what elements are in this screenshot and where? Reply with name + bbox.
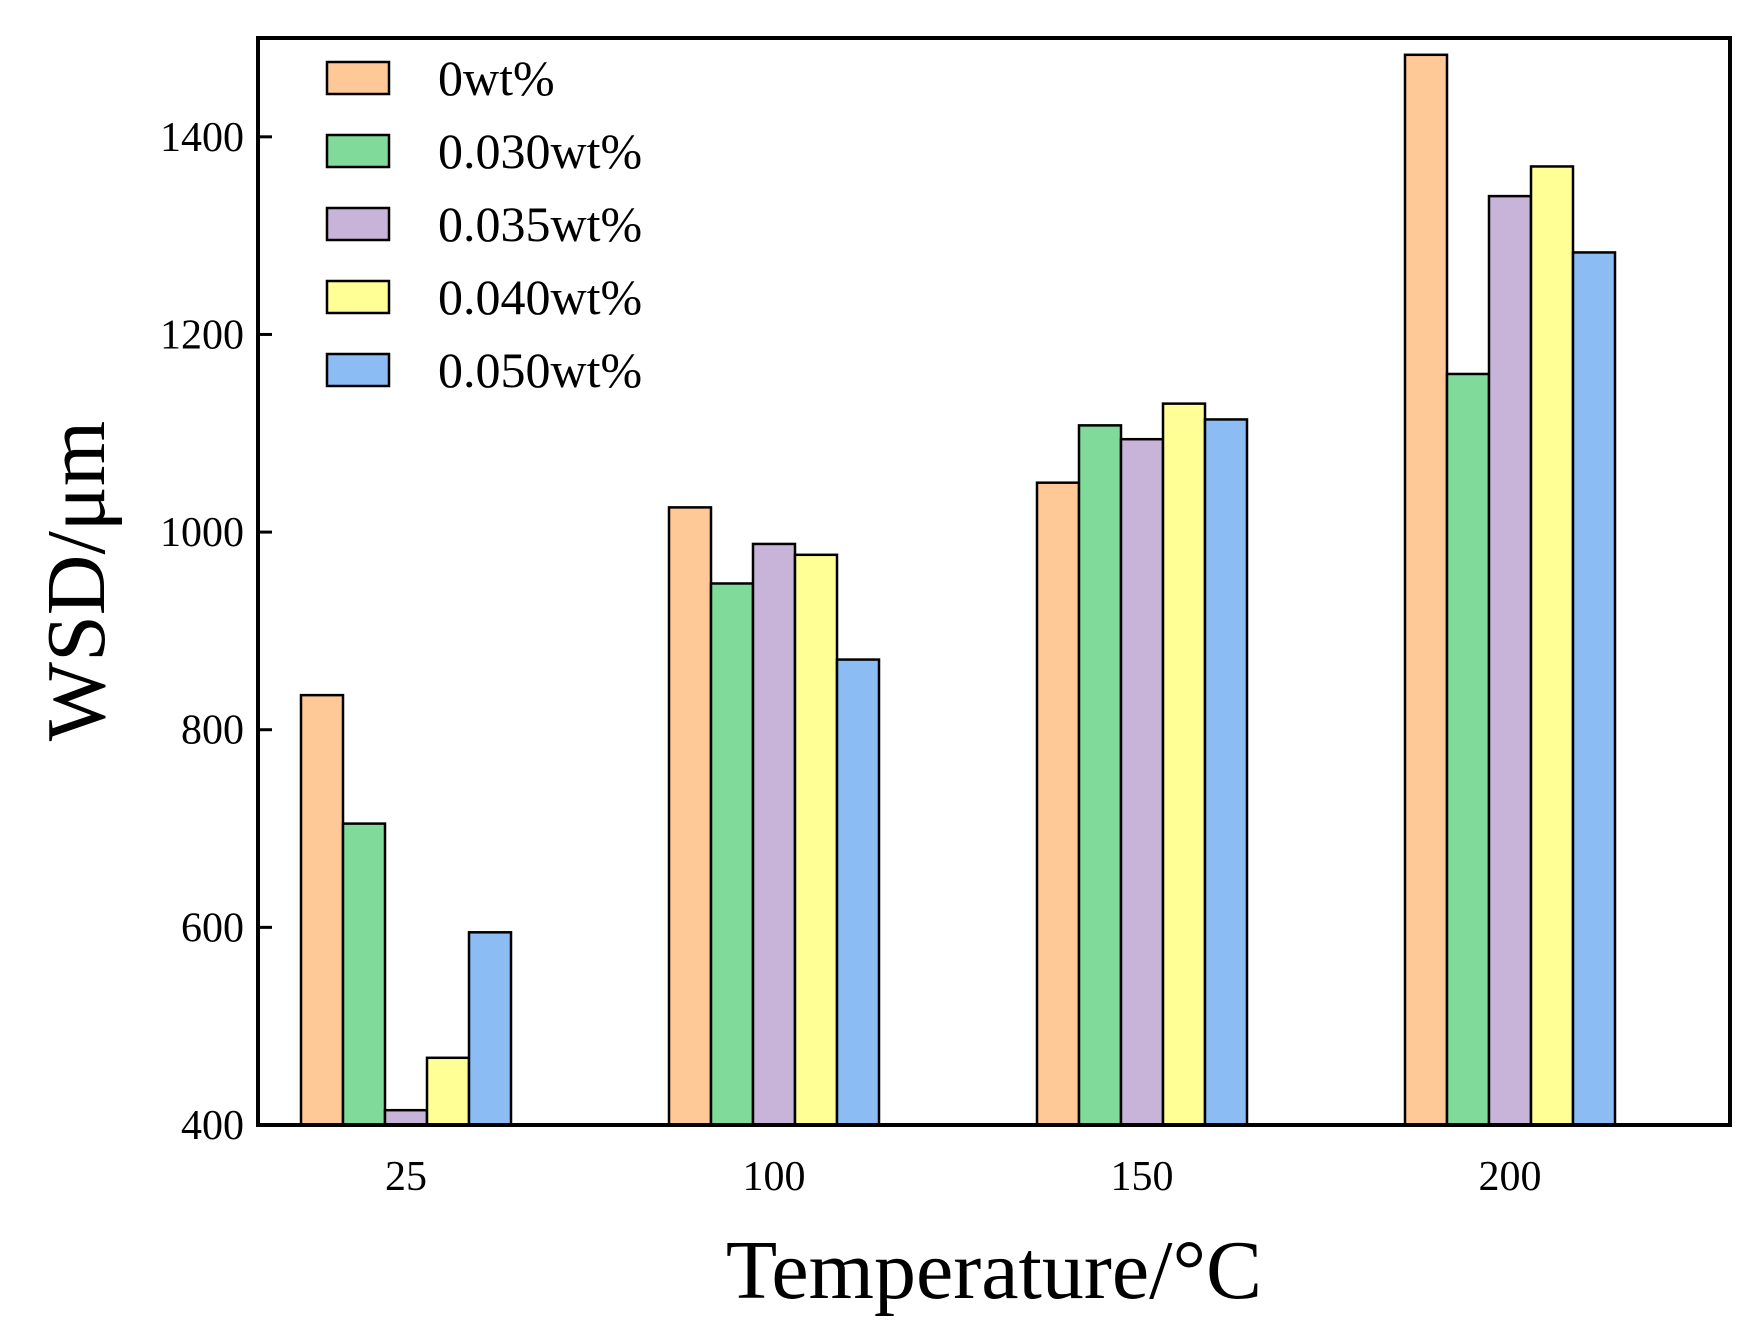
legend-swatch [325, 206, 391, 242]
bar-100-0wt% [667, 506, 713, 1127]
legend-label: 0.040wt% [438, 269, 642, 325]
y-tick-label: 600 [181, 905, 244, 951]
x-axis-title: Temperature/°C [726, 1224, 1262, 1317]
bar-100-0.035wt% [751, 542, 797, 1127]
bar-150-0wt% [1035, 481, 1081, 1127]
y-tick-label: 400 [181, 1103, 244, 1149]
y-tick-label: 800 [181, 708, 244, 754]
bar-25-0.050wt% [467, 931, 513, 1127]
bar-200-0wt% [1403, 53, 1449, 1127]
legend-label: 0.030wt% [438, 123, 642, 179]
x-tick-label: 100 [743, 1154, 806, 1200]
bar-150-0.050wt% [1203, 418, 1249, 1127]
bars-layer [299, 53, 1617, 1127]
bar-100-0.050wt% [835, 658, 881, 1127]
bar-200-0.035wt% [1487, 194, 1533, 1127]
bar-25-0.035wt% [383, 1108, 429, 1127]
bar-100-0.030wt% [709, 582, 755, 1127]
legend-swatch [325, 279, 391, 315]
bar-200-0.040wt% [1529, 165, 1575, 1127]
legend: 0wt% 0.030wt% 0.035wt% 0.040wt% 0.050wt% [325, 50, 642, 398]
legend-label: 0.035wt% [438, 196, 642, 252]
legend-swatch [325, 133, 391, 169]
y-tick-label: 1000 [160, 510, 244, 556]
y-tick-label: 1200 [160, 312, 244, 358]
x-tick-label: 150 [1111, 1154, 1174, 1200]
bar-150-0.040wt% [1161, 402, 1207, 1127]
plot-frame [256, 36, 1732, 1127]
x-tick-label: 25 [385, 1154, 427, 1200]
legend-swatch [325, 352, 391, 388]
y-tick-label: 1400 [160, 115, 244, 161]
x-tick-label: 200 [1479, 1154, 1542, 1200]
bar-25-0.040wt% [425, 1056, 471, 1127]
legend-swatch [325, 60, 391, 96]
bar-100-0.040wt% [793, 553, 839, 1127]
y-axis: 400 600 800 1000 1200 1400 [160, 115, 272, 1149]
y-axis-title: WSD/μm [30, 421, 123, 741]
bar-200-0.050wt% [1571, 251, 1617, 1127]
bar-25-0.030wt% [341, 822, 387, 1127]
legend-label: 0.050wt% [438, 342, 642, 398]
bar-200-0.030wt% [1445, 372, 1491, 1127]
bar-150-0.035wt% [1119, 437, 1165, 1127]
bar-25-0wt% [299, 693, 345, 1127]
bar-150-0.030wt% [1077, 424, 1123, 1127]
legend-label: 0wt% [438, 50, 555, 106]
x-axis: 25 100 150 200 [385, 1154, 1542, 1200]
